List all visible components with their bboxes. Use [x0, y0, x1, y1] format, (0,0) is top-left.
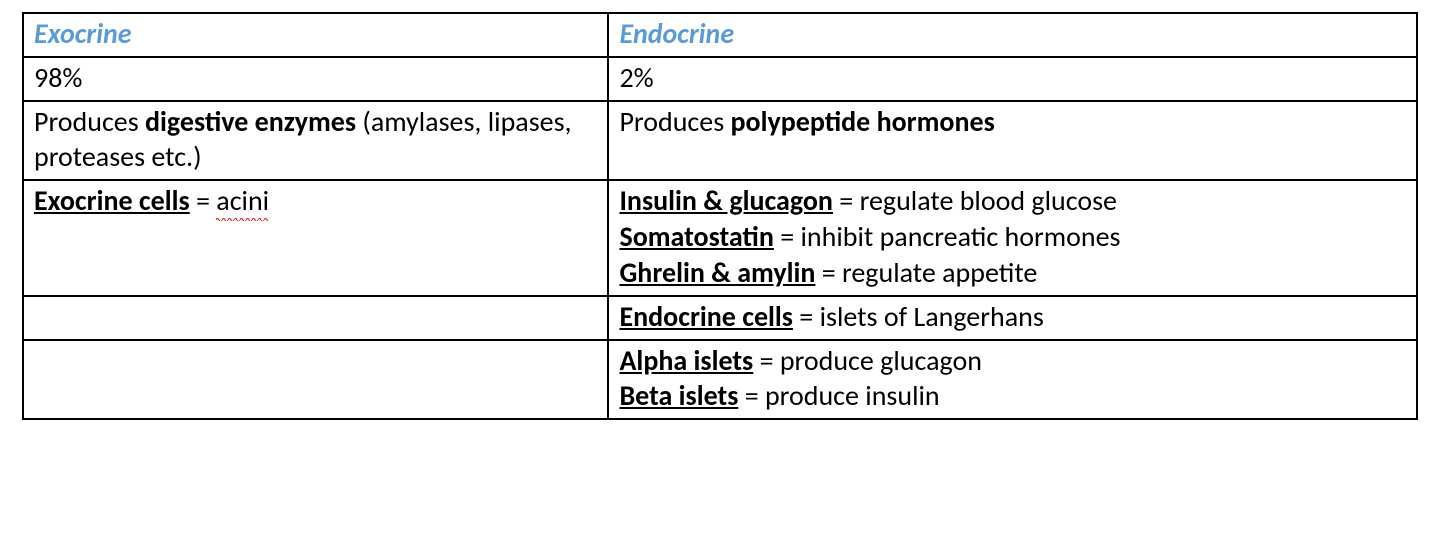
term: Alpha islets — [619, 343, 753, 378]
header-endocrine-text: Endocrine — [619, 16, 734, 51]
text-bold: digestive enzymes — [145, 104, 356, 139]
term: Somatostatin — [619, 219, 773, 254]
table-row: Exocrine cells = acini Insulin & glucago… — [23, 180, 1417, 295]
line: Alpha islets = produce glucagon — [619, 343, 1406, 379]
text: = — [738, 378, 765, 413]
term: Insulin & glucagon — [619, 183, 833, 218]
line: Beta islets = produce insulin — [619, 378, 1406, 414]
text: islets of Langerhans — [820, 299, 1044, 334]
cell-endocrine-cells: Endocrine cells = islets of Langerhans — [608, 296, 1417, 340]
term: Ghrelin & amylin — [619, 255, 815, 290]
table-header-row: Exocrine Endocrine — [23, 13, 1417, 57]
header-exocrine: Exocrine — [23, 13, 608, 57]
term: Endocrine cells — [619, 299, 793, 334]
text: = — [815, 255, 842, 290]
table-row: Produces digestive enzymes (amylases, li… — [23, 101, 1417, 181]
text: = — [753, 343, 780, 378]
cell-islets: Alpha islets = produce glucagon Beta isl… — [608, 340, 1417, 420]
text: Produces — [34, 104, 145, 139]
text: Produces — [619, 104, 730, 139]
text: regulate blood glucose — [860, 183, 1117, 218]
spellcheck-flagged-word: acini — [216, 183, 269, 221]
cell-empty — [23, 296, 608, 340]
text: = — [774, 219, 801, 254]
text: = — [833, 183, 860, 218]
header-endocrine: Endocrine — [608, 13, 1417, 57]
cell-empty — [23, 340, 608, 420]
line: Ghrelin & amylin = regulate appetite — [619, 255, 1406, 291]
text: produce insulin — [765, 378, 940, 413]
line: Insulin & glucagon = regulate blood gluc… — [619, 183, 1406, 219]
text: = — [793, 299, 820, 334]
cell-exocrine-produces: Produces digestive enzymes (amylases, li… — [23, 101, 608, 181]
cell-endocrine-produces: Produces polypeptide hormones — [608, 101, 1417, 181]
table-row: 98% 2% — [23, 57, 1417, 101]
text-bold: polypeptide hormones — [730, 104, 994, 139]
line: Somatostatin = inhibit pancreatic hormon… — [619, 219, 1406, 255]
text: produce glucagon — [780, 343, 982, 378]
text: = — [190, 183, 217, 218]
table-row: Endocrine cells = islets of Langerhans — [23, 296, 1417, 340]
text: inhibit pancreatic hormones — [800, 219, 1120, 254]
cell-exocrine-percent: 98% — [23, 57, 608, 101]
cell-exocrine-cells: Exocrine cells = acini — [23, 180, 608, 295]
header-exocrine-text: Exocrine — [34, 16, 132, 51]
text: regulate appetite — [842, 255, 1037, 290]
term: Exocrine cells — [34, 183, 190, 218]
term: Beta islets — [619, 378, 738, 413]
table-row: Alpha islets = produce glucagon Beta isl… — [23, 340, 1417, 420]
cell-endocrine-percent: 2% — [608, 57, 1417, 101]
cell-endocrine-hormones: Insulin & glucagon = regulate blood gluc… — [608, 180, 1417, 295]
pancreas-table: Exocrine Endocrine 98% 2% Produces diges… — [22, 12, 1418, 420]
